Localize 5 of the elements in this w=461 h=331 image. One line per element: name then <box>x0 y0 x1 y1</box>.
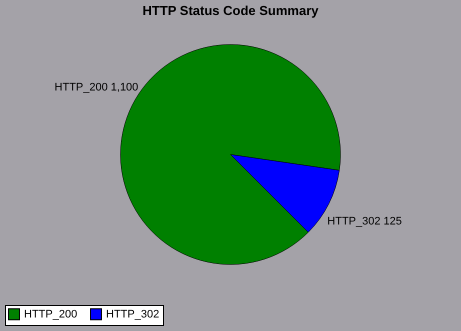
legend-label: HTTP_302 <box>106 308 160 320</box>
chart-title: HTTP Status Code Summary <box>142 3 320 18</box>
category-label: HTTP_302 125 <box>327 216 402 228</box>
category-label: HTTP_200 1,100 <box>54 81 138 94</box>
legend-label: HTTP_200 <box>24 308 78 320</box>
